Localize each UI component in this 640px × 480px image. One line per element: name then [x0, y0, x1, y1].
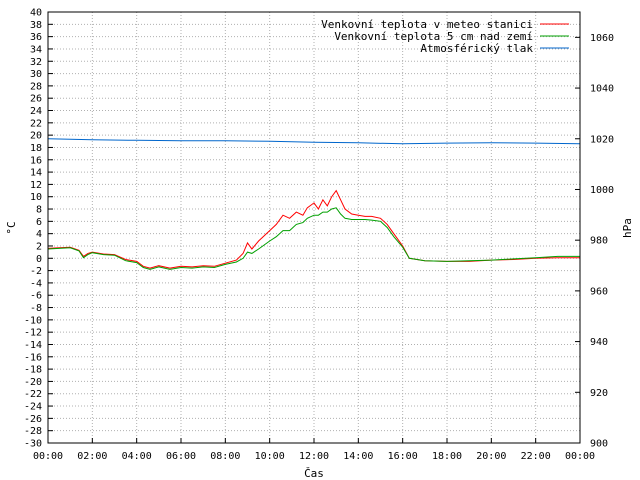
- x-tick-label: 22:00: [521, 451, 551, 462]
- y2-axis-ticks: 900 920 940 960 980 1000 1020 1040 1060: [575, 33, 614, 450]
- x-tick-label: 20:00: [476, 451, 506, 462]
- y-tick-label: -20: [24, 377, 42, 388]
- series-line-2: [47, 207, 580, 270]
- y-tick-label: 32: [30, 57, 42, 68]
- grid-lines: [47, 11, 581, 444]
- x-tick-label: 14:00: [343, 451, 373, 462]
- legend-label-1: Venkovní teplota v meteo stanici: [321, 18, 533, 31]
- y-tick-label: -10: [24, 315, 42, 326]
- y-tick-label: -12: [24, 328, 42, 339]
- legend-label-2: Venkovní teplota 5 cm nad zemí: [334, 30, 533, 43]
- y2-tick-label: 1060: [590, 33, 614, 44]
- y-tick-label: 40: [30, 8, 42, 19]
- x-tick-label: 08:00: [210, 451, 240, 462]
- y2-tick-label: 980: [590, 236, 608, 247]
- x-tick-label: 04:00: [122, 451, 152, 462]
- y-tick-label: -16: [24, 352, 42, 363]
- y-tick-label: 36: [30, 32, 42, 43]
- x-axis-title: Čas: [304, 467, 324, 480]
- y-tick-label: 26: [30, 94, 42, 105]
- y-tick-label: 34: [30, 44, 42, 55]
- x-tick-label: 00:00: [33, 451, 63, 462]
- y-tick-label: 24: [30, 106, 42, 117]
- y2-tick-label: 960: [590, 286, 608, 297]
- y-tick-label: -18: [24, 365, 42, 376]
- y-axis-title: °C: [5, 221, 18, 234]
- x-tick-label: 12:00: [299, 451, 329, 462]
- y-tick-label: -22: [24, 389, 42, 400]
- y-tick-label: 10: [30, 192, 42, 203]
- y-tick-label: -8: [30, 303, 42, 314]
- y-tick-label: -26: [24, 414, 42, 425]
- y2-tick-label: 1000: [590, 185, 614, 196]
- y-tick-label: 20: [30, 131, 42, 142]
- y-tick-label: 0: [36, 254, 42, 265]
- y-tick-label: 38: [30, 20, 42, 31]
- y-tick-label: -24: [24, 402, 42, 413]
- y-tick-label: 18: [30, 143, 42, 154]
- y-tick-label: -6: [30, 291, 42, 302]
- y2-tick-label: 1040: [590, 84, 614, 95]
- y-tick-label: 14: [30, 168, 42, 179]
- x-axis-ticks: 00:00 02:00 04:00 06:00 08:00 10:00 12:00 14:00…: [33, 438, 595, 462]
- series-line-3: [47, 138, 581, 145]
- y2-tick-label: 1020: [590, 134, 614, 145]
- y2-axis-title: hPa: [621, 218, 634, 238]
- y-tick-label: 16: [30, 155, 42, 166]
- y2-tick-label: 920: [590, 388, 608, 399]
- x-tick-label: 06:00: [166, 451, 196, 462]
- x-tick-label: 02:00: [77, 451, 107, 462]
- y-tick-label: -14: [24, 340, 42, 351]
- y-tick-label: 28: [30, 81, 42, 92]
- y-tick-label: -4: [30, 278, 42, 289]
- y-tick-label: 6: [36, 217, 42, 228]
- y-tick-label: -28: [24, 426, 42, 437]
- y-tick-label: 8: [36, 205, 42, 216]
- plot-frame: [47, 11, 581, 444]
- series-lines: [47, 138, 581, 270]
- series-line-1: [47, 189, 580, 269]
- y-tick-label: -30: [24, 439, 42, 450]
- y2-tick-label: 900: [590, 439, 608, 450]
- x-tick-label: 16:00: [388, 451, 418, 462]
- y-axis-ticks: -30-28-26-24-22-20-18-16-14-12-10-8-6-4-…: [24, 8, 53, 450]
- y-tick-label: 4: [36, 229, 42, 240]
- y-tick-label: 12: [30, 180, 42, 191]
- legend: Venkovní teplota v meteo staniciVenkovní…: [321, 18, 569, 55]
- x-tick-label: 18:00: [432, 451, 462, 462]
- y2-tick-label: 940: [590, 337, 608, 348]
- y-tick-label: 22: [30, 118, 42, 129]
- y-tick-label: 30: [30, 69, 42, 80]
- x-tick-label: 00:00: [565, 451, 595, 462]
- x-tick-label: 10:00: [255, 451, 285, 462]
- legend-label-3: Atmosférický tlak: [420, 42, 533, 55]
- y-tick-label: 2: [36, 241, 42, 252]
- y-tick-label: -2: [30, 266, 42, 277]
